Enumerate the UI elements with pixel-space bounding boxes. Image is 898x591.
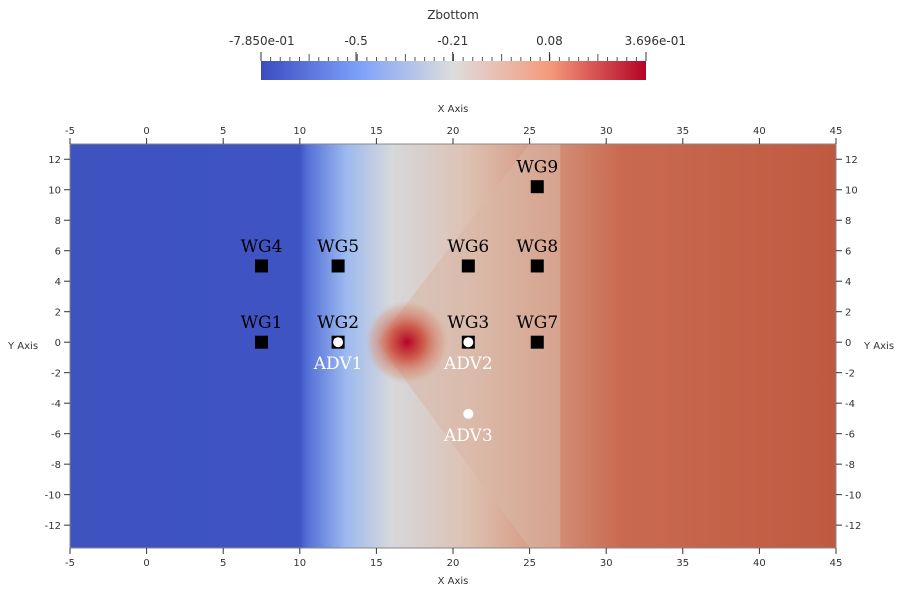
y-tick-label-left: 10 <box>48 186 61 197</box>
y-tick-label-left: 4 <box>55 277 61 288</box>
y-axis-left: -12 -10 -8 -6 -4 -2 0 2 4 6 8 10 12 <box>45 155 70 532</box>
y-tick-label-right: -4 <box>845 399 855 410</box>
colorbar-tick-label: -0.21 <box>437 34 468 48</box>
y-axis-title-left: Y Axis <box>7 341 38 352</box>
y-tick-label-left: -10 <box>45 491 61 502</box>
gauge-square-wg5 <box>331 259 345 273</box>
gauge-label-wg3: WG3 <box>447 313 489 333</box>
adv-point-adv3 <box>463 408 474 419</box>
plot-area <box>70 144 836 548</box>
adv-point-adv1 <box>333 337 344 348</box>
y-tick-label-right: -10 <box>845 491 861 502</box>
gauge-square-wg9 <box>530 180 544 194</box>
y-tick-label-left: 2 <box>55 308 61 319</box>
x-tick-label-top: -5 <box>65 126 75 137</box>
colorbar-minor-ticks <box>260 54 647 61</box>
x-tick-label-bottom: 40 <box>753 558 766 569</box>
x-tick-label-top: 25 <box>523 126 536 137</box>
x-tick-label-top: 20 <box>447 126 460 137</box>
y-tick-label-left: -2 <box>51 369 61 380</box>
adv-label-adv3: ADV3 <box>443 426 493 446</box>
colorbar-tick-labels: -7.850e-01 -0.5 -0.21 0.08 3.696e-01 <box>229 34 686 61</box>
x-tick-label-bottom: 0 <box>143 558 149 569</box>
colorbar-title: Zbottom <box>427 8 479 22</box>
x-tick-label-bottom: 30 <box>600 558 613 569</box>
y-tick-label-right: -2 <box>845 369 855 380</box>
y-tick-label-right: -12 <box>845 521 861 532</box>
x-tick-label-top: 0 <box>143 126 149 137</box>
gauge-square-wg8 <box>530 259 544 273</box>
adv-label-adv1: ADV1 <box>313 354 363 374</box>
gauge-square-wg1 <box>255 335 268 349</box>
gauge-label-wg9: WG9 <box>516 158 558 178</box>
adv-point-adv2 <box>463 337 474 348</box>
x-axis-title-bottom: X Axis <box>438 576 469 587</box>
x-axis-title-top: X Axis <box>438 104 469 115</box>
colorbar-tick-label: 3.696e-01 <box>625 34 686 48</box>
y-tick-label-right: 12 <box>845 155 858 166</box>
y-tick-label-right: 0 <box>845 338 851 349</box>
colorbar-tick-label: -0.5 <box>344 34 367 48</box>
y-axis-right: -12 -10 -8 -6 -4 -2 0 2 4 6 8 10 12 <box>836 155 861 532</box>
y-tick-label-right: 6 <box>845 247 851 258</box>
y-tick-label-right: 4 <box>845 277 851 288</box>
gauge-markers: WG1 WG2 WG3 WG4 WG5 WG6 WG7 WG8 WG9 ADV1 ADV2 ADV3 <box>241 158 559 446</box>
y-tick-label-right: 8 <box>845 216 851 227</box>
y-axis-title-right: Y Axis <box>863 341 894 352</box>
y-tick-label-left: -6 <box>51 430 61 441</box>
x-tick-label-bottom: 5 <box>220 558 226 569</box>
x-tick-label-bottom: 35 <box>676 558 689 569</box>
x-tick-label-top: 10 <box>293 126 306 137</box>
x-axis-bottom: -5 0 5 10 15 20 25 30 35 40 45 <box>65 548 842 569</box>
gauge-label-wg4: WG4 <box>241 237 283 257</box>
x-tick-label-bottom: 45 <box>830 558 843 569</box>
x-tick-label-top: 30 <box>600 126 613 137</box>
bump-peak <box>365 300 450 385</box>
colorbar-gradient <box>261 61 646 80</box>
gauge-square-wg6 <box>461 259 475 273</box>
gauge-square-wg7 <box>530 335 544 349</box>
adv-label-adv2: ADV2 <box>443 354 493 374</box>
y-tick-label-left: -4 <box>51 399 61 410</box>
y-tick-label-left: 12 <box>48 155 61 166</box>
gauge-label-wg1: WG1 <box>241 313 283 333</box>
y-tick-label-right: 2 <box>845 308 851 319</box>
colorbar-tick-label: -7.850e-01 <box>229 34 295 48</box>
gauge-label-wg2: WG2 <box>317 313 359 333</box>
x-tick-label-bottom: 10 <box>293 558 306 569</box>
gauge-square-wg4 <box>255 259 268 273</box>
gauge-label-wg6: WG6 <box>447 237 489 257</box>
y-tick-label-left: 8 <box>55 216 61 227</box>
y-tick-label-left: 6 <box>55 247 61 258</box>
x-tick-label-top: 35 <box>676 126 689 137</box>
x-tick-label-bottom: 20 <box>447 558 460 569</box>
x-tick-label-top: 15 <box>370 126 383 137</box>
x-axis-top: -5 0 5 10 15 20 25 30 35 40 45 <box>65 126 842 144</box>
x-tick-label-top: 5 <box>220 126 226 137</box>
x-tick-label-top: 45 <box>830 126 843 137</box>
gauge-label-wg5: WG5 <box>317 237 359 257</box>
y-tick-label-right: -6 <box>845 430 855 441</box>
x-tick-label-bottom: 15 <box>370 558 383 569</box>
colorbar: Zbottom -7.850e-01 -0.5 -0.21 0.08 3.696e-01 <box>229 8 686 80</box>
x-tick-label-top: 40 <box>753 126 766 137</box>
gauge-label-wg8: WG8 <box>516 237 558 257</box>
x-tick-label-bottom: 25 <box>523 558 536 569</box>
colorbar-tick-label: 0.08 <box>536 34 563 48</box>
y-tick-label-right: 10 <box>845 186 858 197</box>
x-tick-label-bottom: -5 <box>65 558 75 569</box>
gauge-label-wg7: WG7 <box>516 313 558 333</box>
y-tick-label-left: -12 <box>45 521 61 532</box>
y-tick-label-left: -8 <box>51 460 61 471</box>
y-tick-label-left: 0 <box>55 338 61 349</box>
y-tick-label-right: -8 <box>845 460 855 471</box>
